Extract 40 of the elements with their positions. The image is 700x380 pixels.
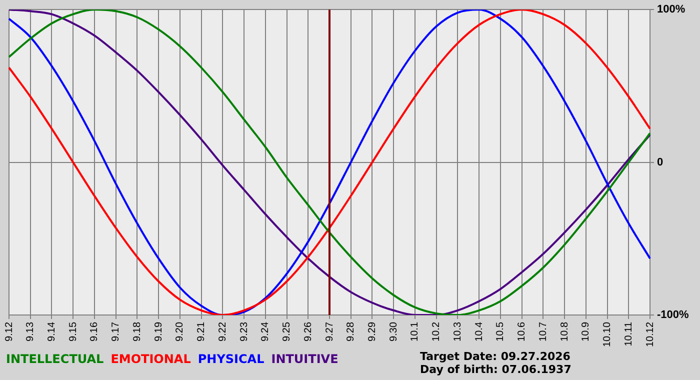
- x-tick-label: 9.28: [346, 322, 357, 342]
- x-tick-label: 10.7: [538, 322, 549, 342]
- x-tick-label: 10.9: [580, 322, 592, 342]
- x-tick-label: 9.14: [46, 322, 58, 342]
- x-tick-label: 9.26: [302, 322, 314, 342]
- x-tick-label: 10.8: [559, 322, 570, 342]
- x-tick-label: 9.12: [4, 322, 15, 342]
- text: PHYSICAL: [198, 352, 264, 366]
- y-tick-label: 100%: [657, 4, 686, 16]
- x-tick-label: 9.25: [282, 322, 293, 342]
- x-tick-label: 9.16: [89, 322, 100, 342]
- x-tick-label: 10.11: [623, 322, 634, 346]
- x-tick-label: 9.20: [174, 322, 186, 342]
- x-tick-label: 9.23: [238, 322, 250, 342]
- x-tick-label: 10.5: [495, 322, 506, 342]
- x-tick-label: 10.12: [644, 322, 656, 348]
- x-tick-label: 10.6: [516, 322, 528, 342]
- x-tick-label: 9.13: [25, 322, 36, 342]
- x-tick-label: 10.4: [474, 322, 485, 342]
- x-tick-label: 10.3: [452, 322, 464, 342]
- text: INTELLECTUAL: [6, 352, 104, 366]
- x-tick-label: 10.2: [431, 322, 442, 342]
- text: Day of birth: 07.06.1937: [420, 363, 572, 376]
- x-tick-label: 9.19: [153, 322, 164, 342]
- y-tick-label: -100%: [657, 309, 690, 322]
- x-tick-label: 10.10: [602, 322, 614, 348]
- y-tick-label: 0: [657, 156, 664, 168]
- x-tick-label: 9.27: [324, 322, 336, 342]
- x-tick-label: 9.18: [132, 322, 143, 342]
- text: EMOTIONAL: [110, 352, 191, 366]
- x-tick-label: 9.29: [366, 322, 378, 342]
- text: Target Date: 09.27.2026: [420, 350, 572, 363]
- x-tick-label: 9.21: [196, 322, 208, 342]
- x-tick-label: 9.22: [217, 322, 228, 342]
- x-tick-label: 9.17: [110, 322, 122, 342]
- x-tick-label: 10.1: [410, 322, 421, 342]
- text: INTUITIVE: [271, 352, 338, 366]
- x-tick-label: 9.15: [68, 322, 79, 342]
- x-tick-label: 9.24: [260, 322, 272, 342]
- x-tick-label: 9.30: [388, 322, 400, 342]
